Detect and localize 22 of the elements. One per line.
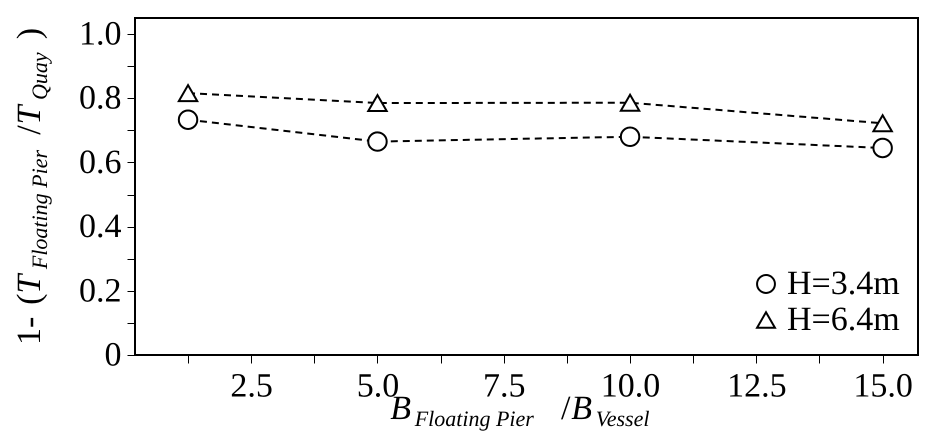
point	[367, 94, 388, 112]
x-tick-label: 15.0	[853, 368, 913, 404]
y-tick-label: 0.6	[79, 144, 122, 181]
y-tick-label: 0.2	[79, 272, 122, 310]
point	[872, 138, 893, 158]
y-axis-title: 1- (TFloating Pier/TQuay )	[11, 28, 52, 345]
legend-label: H=3.4m	[787, 265, 900, 302]
y-tick-label: 1.0	[79, 16, 122, 53]
point	[178, 110, 198, 130]
point	[367, 131, 388, 152]
x-tick-label: 10.0	[600, 368, 660, 404]
legend-label: H=6.4m	[787, 301, 900, 338]
point	[178, 84, 198, 102]
y-tick-label: 0.8	[79, 80, 122, 117]
point	[620, 126, 640, 147]
x-tick-label: 7.5	[483, 368, 526, 404]
y-tick-label: 0.4	[79, 208, 122, 246]
point	[620, 94, 640, 112]
point	[872, 114, 893, 132]
x-tick-label: 12.5	[727, 368, 787, 404]
y-tick-label: 0	[104, 336, 122, 374]
x-tick-label: 2.5	[230, 368, 273, 404]
